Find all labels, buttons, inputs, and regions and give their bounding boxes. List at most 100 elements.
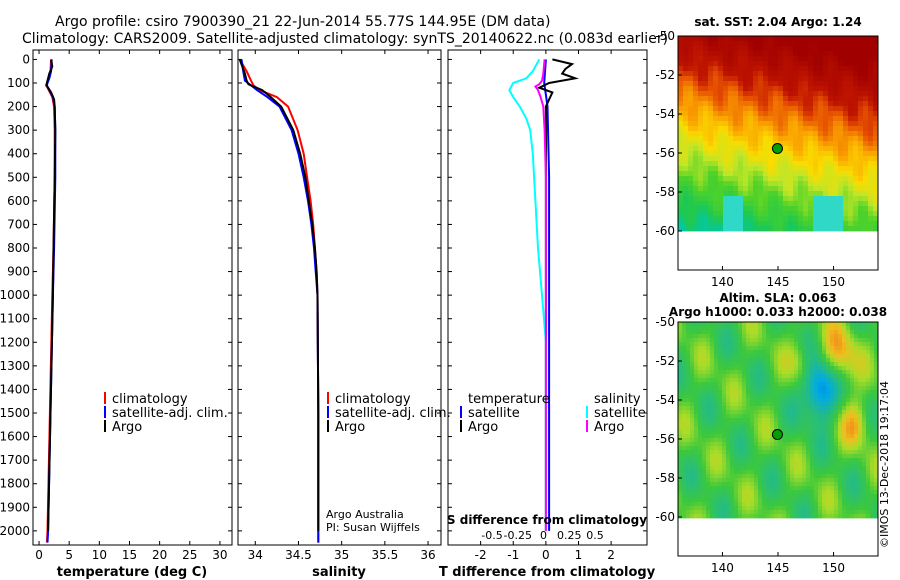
map-cell	[734, 510, 739, 515]
map-cell	[706, 370, 711, 375]
map-cell	[782, 446, 787, 451]
map-cell	[826, 466, 831, 471]
map-cell	[823, 81, 829, 87]
map-cell	[850, 498, 855, 503]
map-cell	[862, 446, 867, 451]
map-cell	[754, 338, 759, 343]
map-cell	[854, 350, 859, 355]
map-cell	[874, 502, 879, 507]
map-cell	[866, 330, 871, 335]
map-cell	[693, 36, 699, 42]
map-cell	[733, 131, 739, 137]
map-cell	[858, 201, 864, 207]
map-cell	[846, 438, 851, 443]
map-cell	[702, 490, 707, 495]
map-cell	[698, 186, 704, 192]
map-cell	[808, 41, 814, 47]
map-cell	[798, 86, 804, 92]
map-cell	[748, 151, 754, 157]
map-cell	[814, 462, 819, 467]
map-cell	[694, 458, 699, 463]
map-cell	[828, 56, 834, 62]
map-cell	[823, 91, 829, 97]
map-cell	[693, 111, 699, 117]
map-cell	[806, 350, 811, 355]
map-cell	[742, 458, 747, 463]
map-cell	[713, 166, 719, 172]
map-cell	[782, 494, 787, 499]
map-cell	[870, 334, 875, 339]
map-cell	[846, 410, 851, 415]
map-cell	[818, 156, 824, 162]
map-cell	[790, 402, 795, 407]
map-cell	[768, 226, 774, 232]
map-cell	[713, 121, 719, 127]
map-cell	[750, 366, 755, 371]
map-cell	[822, 482, 827, 487]
map-cell	[733, 46, 739, 52]
map-cell	[808, 181, 814, 187]
map-cell	[858, 414, 863, 419]
map-cell	[738, 454, 743, 459]
map-cell	[770, 370, 775, 375]
map-cell	[702, 346, 707, 351]
map-cell	[848, 76, 854, 82]
map-cell	[698, 406, 703, 411]
map-cell	[858, 322, 863, 327]
map-cell	[706, 402, 711, 407]
map-cell	[868, 76, 874, 82]
map-cell	[874, 494, 879, 499]
map-cell	[870, 434, 875, 439]
map-cell	[822, 478, 827, 483]
map-cell	[730, 426, 735, 431]
map-cell	[874, 422, 879, 427]
map-cell	[682, 510, 687, 515]
map-cell	[678, 106, 684, 112]
map-cell	[690, 346, 695, 351]
map-cell	[686, 426, 691, 431]
map-cell	[858, 96, 864, 102]
map-cell	[793, 206, 799, 212]
map-cell	[743, 141, 749, 147]
map-cell	[786, 506, 791, 511]
map-cell	[746, 326, 751, 331]
map-cell	[683, 186, 689, 192]
map-cell	[678, 406, 683, 411]
map-cell	[786, 398, 791, 403]
map-cell	[828, 121, 834, 127]
map-cell	[814, 350, 819, 355]
map-cell	[683, 146, 689, 152]
map-cell	[774, 502, 779, 507]
map-cell	[783, 61, 789, 67]
map-cell	[806, 414, 811, 419]
map-cell	[714, 422, 719, 427]
map-cell	[834, 366, 839, 371]
map-cell	[703, 71, 709, 77]
map-cell	[838, 211, 844, 217]
map-cell	[706, 510, 711, 515]
map-cell	[798, 362, 803, 367]
sla-map-field	[678, 322, 879, 519]
map-cell	[823, 216, 829, 222]
map-cell	[738, 166, 744, 172]
map-cell	[822, 450, 827, 455]
map-cell	[818, 61, 824, 67]
map-cell	[733, 71, 739, 77]
map-cell	[868, 216, 874, 222]
map-cell	[698, 161, 704, 167]
map-cell	[850, 510, 855, 515]
map-cell	[858, 366, 863, 371]
map-cell	[858, 354, 863, 359]
map-cell	[703, 151, 709, 157]
map-cell	[813, 151, 819, 157]
map-cell	[843, 156, 849, 162]
credit-line2: PI: Susan Wijffels	[326, 521, 420, 534]
map-cell	[693, 116, 699, 122]
map-cell	[742, 438, 747, 443]
map-cell	[758, 366, 763, 371]
map-cell	[853, 181, 859, 187]
map-cell	[750, 494, 755, 499]
map-cell	[750, 458, 755, 463]
map-cell	[763, 181, 769, 187]
map-cell	[763, 51, 769, 57]
